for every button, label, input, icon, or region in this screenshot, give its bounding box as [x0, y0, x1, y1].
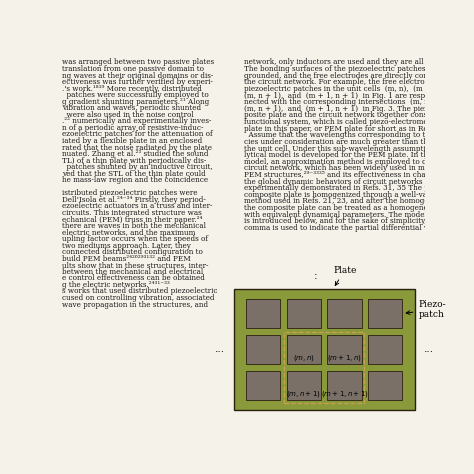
- Text: translation from one passive domain to: translation from one passive domain to: [62, 65, 204, 73]
- Text: iated by a flexible plate in an enclosed: iated by a flexible plate in an enclosed: [62, 137, 202, 145]
- Text: nuated. Zhang et al.²³ studied the sound: nuated. Zhang et al.²³ studied the sound: [62, 150, 209, 158]
- Text: were also used in the noise control: were also used in the noise control: [62, 111, 194, 119]
- Text: comma is used to indicate the partial differential with respect: comma is used to indicate the partial di…: [245, 224, 470, 232]
- Text: wave propagation in the structures, and: wave propagation in the structures, and: [62, 301, 208, 309]
- Text: the unit cell. Under this sub-wavelength assumption, an ana-: the unit cell. Under this sub-wavelength…: [245, 145, 466, 153]
- Text: there are waves in both the mechanical: there are waves in both the mechanical: [62, 222, 206, 230]
- Text: $(m, n+1)$: $(m, n+1)$: [286, 389, 321, 399]
- Bar: [327, 299, 362, 328]
- Bar: [246, 371, 281, 401]
- Text: ng waves at their original domains or dis-: ng waves at their original domains or di…: [62, 72, 213, 80]
- Text: g the electric networks.²⁴³¹⁻³³: g the electric networks.²⁴³¹⁻³³: [62, 281, 170, 289]
- Text: cies under consideration are much greater than the length of: cies under consideration are much greate…: [245, 138, 467, 146]
- Text: ...: ...: [423, 345, 434, 355]
- Text: build PEM beams²⁴²⁶²⁹³¹³² and PEM: build PEM beams²⁴²⁶²⁹³¹³² and PEM: [62, 255, 191, 263]
- Bar: [368, 335, 402, 365]
- Text: ectiveness was further verified by experi-: ectiveness was further verified by exper…: [62, 78, 213, 86]
- Text: functional system, which is called piezo-electromechanical: functional system, which is called piezo…: [245, 118, 459, 126]
- Text: TL) of a thin plate with periodically dis-: TL) of a thin plate with periodically di…: [62, 156, 206, 164]
- Text: Piezo-
patch: Piezo- patch: [406, 300, 446, 319]
- Text: ...: ...: [215, 345, 225, 355]
- Text: with equivalent dynamical parameters. The modelling process: with equivalent dynamical parameters. Th…: [245, 211, 472, 219]
- Text: circuit network, which has been widely used in modelling of: circuit network, which has been widely u…: [245, 164, 464, 173]
- Text: is introduced below, and for the sake of simplicity, a subscript: is introduced below, and for the sake of…: [245, 218, 469, 225]
- Text: rated that the noise radiated by the plate: rated that the noise radiated by the pla…: [62, 144, 212, 152]
- Text: .'s work.¹⁸¹⁹ More recently, distributed: .'s work.¹⁸¹⁹ More recently, distributed: [62, 84, 202, 92]
- Text: ezoelectric actuators in a truss and inter-: ezoelectric actuators in a truss and int…: [62, 202, 212, 210]
- Text: PEM structures,²⁹⁻³³³⁵ and its effectiveness in characterizing: PEM structures,²⁹⁻³³³⁵ and its effective…: [245, 171, 466, 179]
- Bar: [287, 371, 321, 401]
- Text: .²² numerically and experimentally inves-: .²² numerically and experimentally inves…: [62, 118, 211, 125]
- Text: the composite plate can be treated as a homogeneous structure: the composite plate can be treated as a …: [245, 204, 474, 212]
- Text: nected with the corresponding intersections  (m, n),  (m + 1, n),: nected with the corresponding intersecti…: [245, 98, 474, 106]
- Text: he mass-law region and the coincidence: he mass-law region and the coincidence: [62, 176, 208, 184]
- Text: plate in this paper, or PEM plate for short as in Refs. 30, 33: plate in this paper, or PEM plate for sh…: [245, 125, 462, 133]
- Text: istributed piezoelectric patches were: istributed piezoelectric patches were: [62, 189, 198, 197]
- Text: ults show that in these structures, inter-: ults show that in these structures, inte…: [62, 261, 209, 269]
- Text: model, an approximation method is employed to deal with the: model, an approximation method is employ…: [245, 158, 470, 166]
- Text: connected distributed configuration to: connected distributed configuration to: [62, 248, 203, 256]
- Text: posite plate and the circuit network together construct a new: posite plate and the circuit network tog…: [245, 111, 469, 119]
- Text: composite plate is homogenized through a well-validated: composite plate is homogenized through a…: [245, 191, 453, 199]
- Text: vibration and waves, periodic shunted: vibration and waves, periodic shunted: [62, 104, 201, 112]
- Text: patches were successfully employed to: patches were successfully employed to: [62, 91, 209, 99]
- Bar: [287, 335, 321, 365]
- Text: circuits. This integrated structure was: circuits. This integrated structure was: [62, 209, 202, 217]
- Text: network, only inductors are used and they are all identical.: network, only inductors are used and the…: [245, 58, 460, 66]
- Text: between the mechanical and electrical: between the mechanical and electrical: [62, 268, 203, 276]
- Bar: [234, 289, 415, 410]
- Text: ved that the STL of the thin plate could: ved that the STL of the thin plate could: [62, 170, 206, 178]
- Text: Assume that the wavelengths corresponding to the frequen-: Assume that the wavelengths correspondin…: [245, 131, 468, 139]
- Text: n of a periodic array of resistive-induc-: n of a periodic array of resistive-induc…: [62, 124, 203, 132]
- Bar: [246, 299, 281, 328]
- Text: (m, n + 1),  and  (m + 1, n + 1)  in Fig. 3. The piezoelectric com-: (m, n + 1), and (m + 1, n + 1) in Fig. 3…: [245, 105, 474, 113]
- Bar: [327, 335, 362, 365]
- Text: the circuit network. For example, the free electrodes of the: the circuit network. For example, the fr…: [245, 78, 461, 86]
- Text: cused on controlling vibration, associated: cused on controlling vibration, associat…: [62, 294, 214, 302]
- Bar: [368, 299, 402, 328]
- Text: experimentally demonstrated in Refs. 31, 35 The piezoelectric: experimentally demonstrated in Refs. 31,…: [245, 184, 472, 192]
- Bar: [368, 371, 402, 401]
- Bar: [287, 299, 321, 328]
- Text: $(m, n)$: $(m, n)$: [293, 353, 315, 363]
- Text: was arranged between two passive plates: was arranged between two passive plates: [62, 58, 214, 66]
- Bar: [246, 335, 281, 365]
- Text: $(m+1, n+1)$: $(m+1, n+1)$: [320, 389, 368, 399]
- Text: echanical (PEM) truss in their paper.²⁴: echanical (PEM) truss in their paper.²⁴: [62, 216, 202, 224]
- Text: patches shunted by an inductive circuit,: patches shunted by an inductive circuit,: [62, 163, 213, 171]
- Text: piezoelectric patches in the unit cells  (m, n),  (m + 1, n),: piezoelectric patches in the unit cells …: [245, 85, 453, 93]
- Text: (m, n + 1),  and  (m + 1, n + 1)  in Fig. 1 are respectively con-: (m, n + 1), and (m + 1, n + 1) in Fig. 1…: [245, 91, 472, 100]
- Text: ezoelectric patches for the attenuation of: ezoelectric patches for the attenuation …: [62, 130, 213, 138]
- Text: method used in Refs. 21, 23, and after the homogenization,: method used in Refs. 21, 23, and after t…: [245, 198, 460, 206]
- Text: Dell'Isola et al.²⁴⁻³⁴ Firstly, they period-: Dell'Isola et al.²⁴⁻³⁴ Firstly, they per…: [62, 196, 206, 204]
- Text: s works that used distributed piezoelectric: s works that used distributed piezoelect…: [62, 288, 218, 295]
- Text: upling factor occurs when the speeds of: upling factor occurs when the speeds of: [62, 235, 208, 243]
- Text: The bonding surfaces of the piezoelectric patches are: The bonding surfaces of the piezoelectri…: [245, 65, 440, 73]
- Text: grounded, and the free electrodes are directly connected with: grounded, and the free electrodes are di…: [245, 72, 472, 80]
- Bar: [327, 371, 362, 401]
- Text: $(m+1, n)$: $(m+1, n)$: [327, 353, 362, 363]
- Text: electric networks, and the maximum: electric networks, and the maximum: [62, 228, 195, 237]
- Text: two mediums approach. Later, they: two mediums approach. Later, they: [62, 242, 191, 250]
- Text: Plate: Plate: [333, 266, 356, 285]
- Text: e control effectiveness can be obtained: e control effectiveness can be obtained: [62, 274, 205, 283]
- Text: :: :: [313, 271, 317, 281]
- Bar: [284, 332, 364, 402]
- Text: g gradient shunting parameters.²¹ Along: g gradient shunting parameters.²¹ Along: [62, 98, 209, 106]
- Text: lytical model is developed for the PEM plate. In the analytical: lytical model is developed for the PEM p…: [245, 151, 471, 159]
- Text: the global dynamic behaviors of circuit networks has been: the global dynamic behaviors of circuit …: [245, 178, 458, 186]
